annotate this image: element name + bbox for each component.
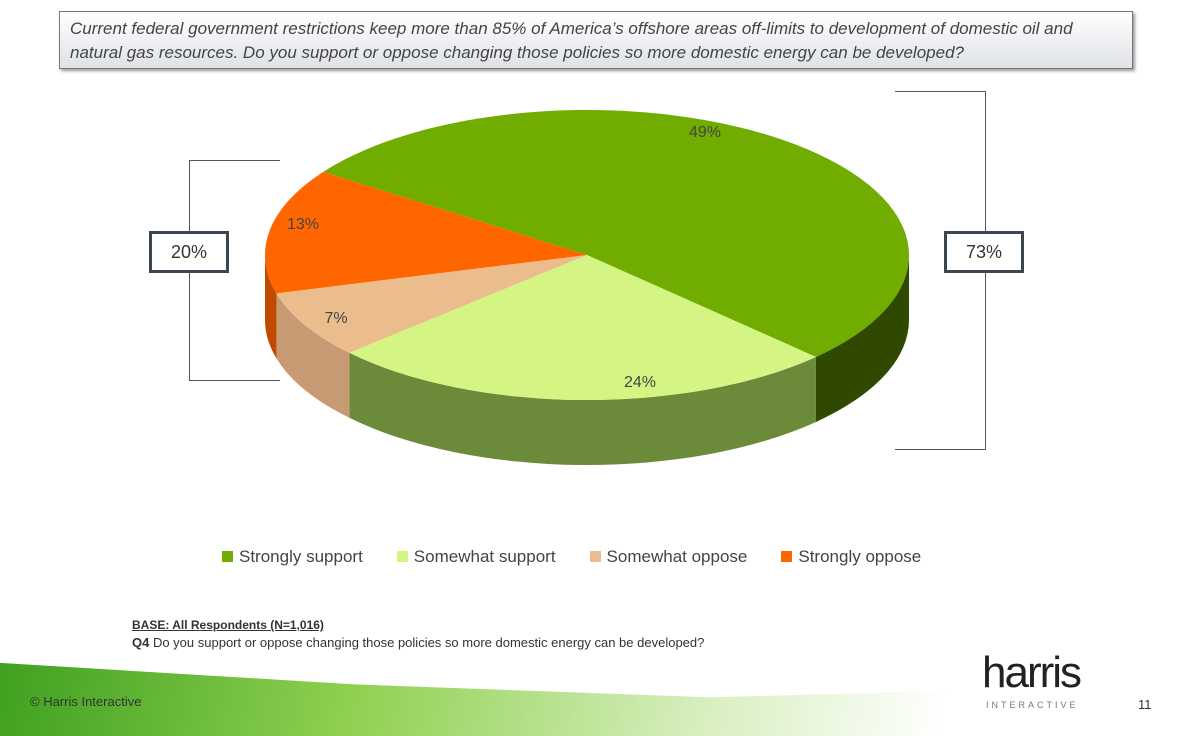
question-box: Current federal government restrictions … <box>59 11 1133 69</box>
pie-side-1 <box>349 352 816 465</box>
legend-item: Strongly support <box>222 547 363 567</box>
pie-slice-somewhat-oppose <box>276 255 587 353</box>
data-label: 13% <box>287 216 319 233</box>
oppose-total-box: 20% <box>149 231 229 273</box>
question-note: Q4 Do you support or oppose changing tho… <box>132 635 705 650</box>
legend: Strongly support Somewhat support Somewh… <box>222 547 921 567</box>
legend-item: Somewhat oppose <box>589 547 747 567</box>
pie-slice-somewhat-support <box>349 255 816 401</box>
support-total-box: 73% <box>944 231 1024 273</box>
pie-side-2 <box>276 293 350 418</box>
data-label: 7% <box>324 310 347 327</box>
harris-logo: harris <box>982 648 1082 697</box>
legend-item: Strongly oppose <box>781 547 921 567</box>
pie-slice-strongly-oppose <box>265 171 587 294</box>
base-note: BASE: All Respondents (N=1,016) <box>132 618 324 632</box>
pie-side-0 <box>815 255 909 422</box>
harris-logo-sub: INTERACTIVE <box>986 700 1079 710</box>
data-label: 24% <box>624 374 656 391</box>
copyright: © Harris Interactive <box>30 694 142 709</box>
pie-side-3 <box>265 255 277 359</box>
data-label: 49% <box>689 124 721 141</box>
pie-slice-strongly-support <box>323 110 909 357</box>
pie-chart: 49% 24% 7% 13% <box>265 110 909 465</box>
page-number: 11 <box>1138 697 1152 712</box>
legend-item: Somewhat support <box>396 547 556 567</box>
